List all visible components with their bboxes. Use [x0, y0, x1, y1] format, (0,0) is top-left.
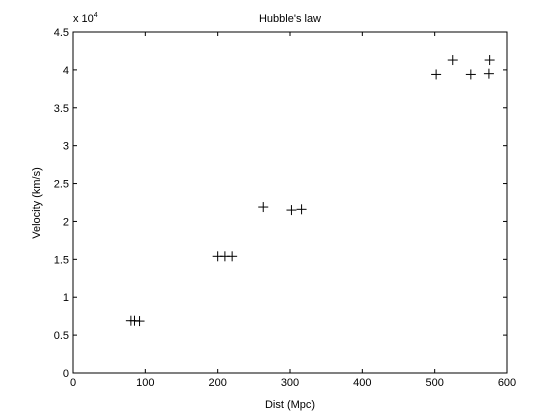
y-tick-label: 2	[63, 216, 69, 228]
y-tick-label: 0	[63, 368, 69, 380]
x-tick-label: 500	[425, 377, 443, 389]
y-exponent-power: 4	[94, 12, 98, 19]
x-tick-label: 400	[353, 377, 371, 389]
y-tick-label: 3	[63, 141, 69, 153]
chart-title: Hubble's law	[259, 13, 321, 25]
y-tick-label: 1	[63, 292, 69, 304]
y-tick-label: 1.5	[54, 254, 69, 266]
y-tick-label: 3.5	[54, 103, 69, 115]
x-tick-label: 100	[136, 377, 154, 389]
x-tick-label: 600	[498, 377, 516, 389]
x-tick-label: 0	[70, 377, 76, 389]
y-tick-label: 4	[63, 65, 69, 77]
y-exponent-base: x 10	[73, 13, 94, 25]
plot-area	[73, 32, 507, 373]
y-tick-label: 4.5	[54, 27, 69, 39]
x-tick-label: 300	[281, 377, 299, 389]
y-axis-label: Velocity (km/s)	[31, 167, 43, 239]
x-tick-label: 200	[208, 377, 226, 389]
y-tick-label: 2.5	[54, 179, 69, 191]
x-axis-label: Dist (Mpc)	[265, 399, 315, 411]
y-exponent-label: x 104	[73, 12, 98, 25]
y-tick-label: 0.5	[54, 330, 69, 342]
